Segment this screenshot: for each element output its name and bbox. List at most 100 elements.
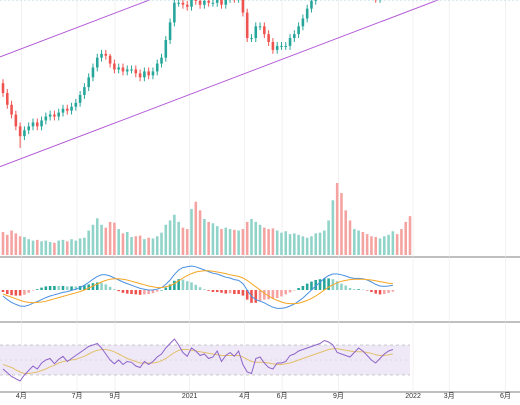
macd-histogram-bar xyxy=(147,290,150,294)
macd-histogram-bar xyxy=(91,283,95,290)
candle-body xyxy=(108,55,112,64)
volume-bar xyxy=(151,238,155,255)
candle-body xyxy=(65,108,69,111)
macd-histogram-bar xyxy=(318,279,322,290)
macd-histogram-bar xyxy=(215,290,219,292)
volume-bar xyxy=(353,229,356,255)
time-axis: 4月 7月 9月 2021 4月 6月 9月 2022 3月 6月 xyxy=(16,392,511,400)
candle-body xyxy=(245,12,249,39)
macd-histogram-bar xyxy=(224,290,228,294)
candle-body xyxy=(31,122,35,127)
volume-bar xyxy=(395,234,399,255)
volume-bar xyxy=(190,208,193,255)
macd-histogram-bar xyxy=(168,284,172,290)
volume-bar xyxy=(357,230,360,255)
volume-bar xyxy=(95,218,99,255)
candle-body xyxy=(5,93,9,105)
volume-bar xyxy=(323,230,326,255)
macd-histogram-bar xyxy=(164,287,168,290)
volume-bar xyxy=(215,226,219,255)
volume-bar xyxy=(344,210,348,255)
macd-histogram-bar xyxy=(160,290,163,291)
candle-body xyxy=(190,0,193,7)
volume-bar xyxy=(100,224,103,255)
volume-bar xyxy=(27,239,30,255)
macd-histogram-bar xyxy=(220,290,223,293)
candle-body xyxy=(160,57,163,64)
volume-bar xyxy=(228,229,232,255)
volume-bar xyxy=(220,229,223,255)
volume-bar xyxy=(31,240,35,255)
macd-histogram-bar xyxy=(185,281,189,290)
candle-body xyxy=(288,38,292,46)
candle-body xyxy=(57,112,60,117)
volume-bar xyxy=(160,232,163,255)
macd-histogram-bar xyxy=(301,286,305,290)
candle-body xyxy=(198,0,202,5)
macd-histogram-bar xyxy=(275,290,279,298)
candle-body xyxy=(301,18,305,27)
candle-body xyxy=(305,8,309,19)
macd-histogram-bar xyxy=(254,290,258,303)
candle-body xyxy=(104,53,108,56)
volume-bar xyxy=(65,241,69,255)
candle-body xyxy=(151,71,155,76)
candle-body xyxy=(138,73,142,78)
volume-bar xyxy=(284,231,288,255)
macd-histogram-bar xyxy=(117,290,120,292)
candle-body xyxy=(310,0,313,9)
candle-body xyxy=(44,116,48,121)
volume-bar xyxy=(245,221,249,255)
candle-body xyxy=(95,57,99,68)
macd-histogram-bar xyxy=(70,286,73,290)
volume-bar xyxy=(134,236,138,255)
candle-body xyxy=(280,45,283,47)
macd-histogram-bar xyxy=(113,289,116,290)
candle-body xyxy=(168,22,172,41)
macd-histogram-bar xyxy=(297,288,300,290)
rsi-line xyxy=(2,338,394,382)
macd-histogram-bar xyxy=(23,290,26,295)
macd-histogram-bar xyxy=(194,284,198,290)
macd-histogram-bar xyxy=(83,285,86,290)
volume-bar xyxy=(35,239,39,255)
volume-bar xyxy=(1,231,5,255)
macd-histogram-bar xyxy=(203,289,206,290)
candle-body xyxy=(134,69,138,74)
macd-histogram-bar xyxy=(288,290,292,293)
macd-histogram-bar xyxy=(378,290,382,295)
candle-body xyxy=(117,67,120,70)
volume-bar xyxy=(263,227,266,255)
candle-body xyxy=(35,122,39,127)
x-tick-label: 7月 xyxy=(72,392,83,400)
x-tick-label: 4月 xyxy=(239,392,250,400)
candle-body xyxy=(185,4,189,7)
candle-body xyxy=(254,26,258,39)
volume-bar xyxy=(365,234,369,255)
volume-bar xyxy=(383,236,386,255)
macd-histogram-bar xyxy=(173,280,176,290)
volume-bar xyxy=(335,183,339,255)
volume-bar xyxy=(348,220,352,255)
candle-body xyxy=(220,0,223,5)
candle-body xyxy=(284,45,288,47)
volume-bar xyxy=(10,230,13,255)
macd-histogram-bar xyxy=(74,286,78,290)
candle-body xyxy=(87,77,90,88)
volume-bar xyxy=(14,233,18,255)
macd-histogram-bar xyxy=(305,283,309,290)
volume-bar xyxy=(254,221,258,255)
volume-bar xyxy=(331,200,335,255)
macd-histogram-bar xyxy=(293,290,296,291)
candle-body xyxy=(143,71,146,78)
volume-bar xyxy=(155,236,159,255)
candle-body xyxy=(121,67,125,72)
macd-histogram-bar xyxy=(361,289,365,291)
macd-histogram-bar xyxy=(48,286,52,290)
x-tick-label: 6月 xyxy=(277,392,288,400)
macd-histogram-bar xyxy=(100,282,103,290)
macd-histogram-bar xyxy=(314,280,318,290)
macd-histogram-bar xyxy=(280,290,283,297)
